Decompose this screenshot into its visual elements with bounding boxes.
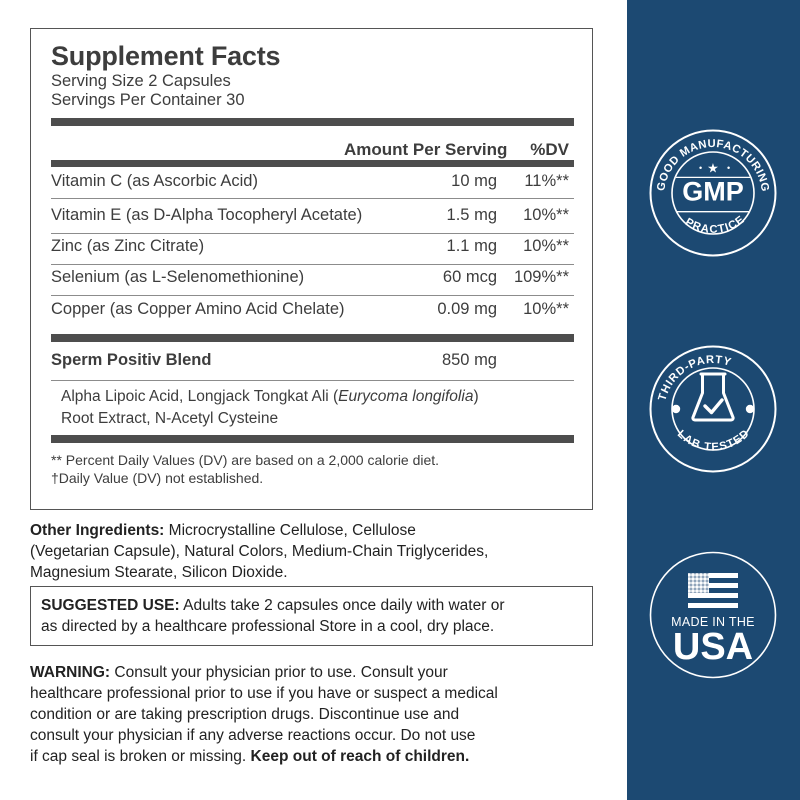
svg-text:•: •	[727, 163, 730, 173]
svg-text:PRACTICE: PRACTICE	[683, 213, 747, 235]
svg-text:LAB TESTED: LAB TESTED	[675, 427, 753, 454]
svg-text:GMP: GMP	[682, 177, 744, 207]
svg-text:★: ★	[707, 161, 719, 176]
svg-text:USA: USA	[673, 626, 753, 668]
svg-text:•: •	[699, 163, 702, 173]
svg-text:THIRD-PARTY: THIRD-PARTY	[656, 354, 732, 402]
